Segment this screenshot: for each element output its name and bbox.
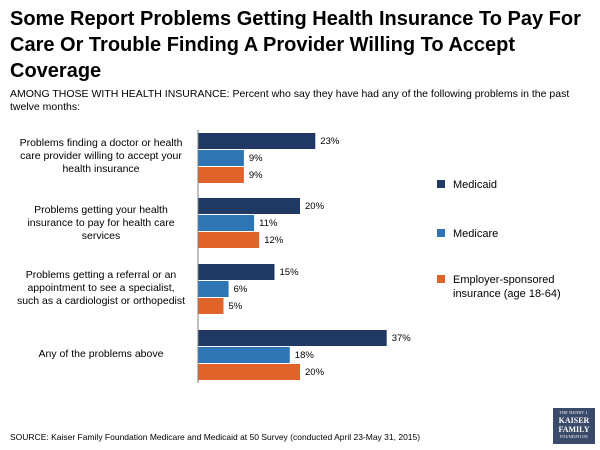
data-label-medicare-insurance-pay: 11% [259,218,278,229]
chart-subtitle: AMONG THOSE WITH HEALTH INSURANCE: Perce… [10,88,570,113]
chart-title: Some Report Problems Getting Health Insu… [10,8,581,82]
data-label-medicare-referral: 6% [234,284,248,295]
category-label-any-problem: Any of the problems above [38,348,164,360]
legend-item-employer: Employer-sponsored insurance (age 18-64) [437,273,600,301]
legend-swatch-medicaid [437,180,445,188]
data-label-medicaid-any-problem: 37% [392,333,412,344]
logo-line-2a: KAISER [558,416,590,425]
logo-line-3: FOUNDATION [560,434,588,439]
bar-employer-provider [198,167,244,183]
data-label-medicaid-insurance-pay: 20% [305,201,325,212]
data-label-medicaid-referral: 15% [280,267,300,278]
legend-item-medicaid: Medicaid [437,178,600,192]
data-label-employer-any-problem: 20% [305,367,325,378]
legend-swatch-employer [437,275,445,283]
data-label-employer-referral: 5% [229,301,243,312]
bar-employer-any-problem [198,364,300,380]
legend-label-medicaid: Medicaid [453,179,498,191]
logo-line-1: THE HENRY J. [559,410,589,415]
bar-employer-referral [198,298,224,314]
legend-label-employer: Employer-sponsored insurance (age 18-64) [453,274,561,300]
bar-medicare-any-problem [198,347,290,363]
bar-medicare-insurance-pay [198,215,255,231]
legend-label-medicare: Medicare [453,228,499,240]
source-note: SOURCE: Kaiser Family Foundation Medicar… [10,432,421,442]
category-label-provider: Problems finding a doctor or health care… [19,137,183,175]
category-label-insurance-pay: Problems getting your health insurance t… [27,204,175,242]
bar-medicare-referral [198,281,229,297]
bar-chart: 23% 9% 9% 20% 11% 12% 15% 6% 5% 37% 18% 20% [197,130,412,383]
category-label-referral: Problems getting a referral or an appoin… [16,269,186,307]
data-label-medicare-provider: 9% [249,153,263,164]
logo-line-2b: FAMILY [558,425,590,434]
data-label-medicaid-provider: 23% [320,136,340,147]
data-label-employer-insurance-pay: 12% [264,235,284,246]
bar-medicaid-any-problem [198,330,387,346]
bar-medicaid-provider [198,133,316,149]
legend-item-medicare: Medicare [437,227,600,241]
bar-employer-insurance-pay [198,232,260,248]
bar-medicaid-insurance-pay [198,198,300,214]
kff-logo: THE HENRY J. KAISER FAMILY FOUNDATION [553,408,595,444]
bar-medicare-provider [198,150,244,166]
bar-medicaid-referral [198,264,275,280]
legend-swatch-medicare [437,229,445,237]
data-label-medicare-any-problem: 18% [295,350,315,361]
data-label-employer-provider: 9% [249,170,263,181]
